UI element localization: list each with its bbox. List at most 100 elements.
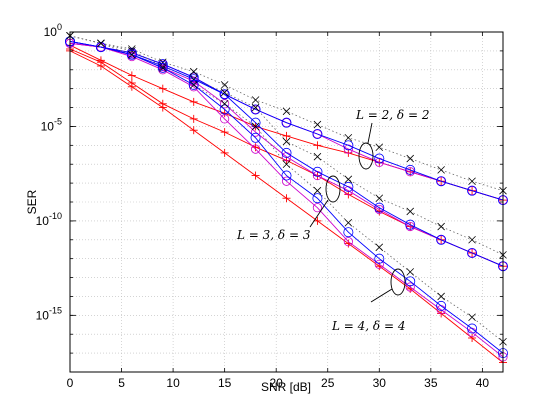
annotation-ellipse-1 <box>358 142 374 170</box>
black-x-marker <box>468 177 476 186</box>
y-tick-label: 10-10 <box>36 211 62 228</box>
black-x-b <box>375 194 384 203</box>
black-x-b <box>189 81 198 89</box>
black-x-marker <box>313 120 322 129</box>
black-x-marker <box>406 207 414 216</box>
black-x-b <box>189 75 198 84</box>
annotation-group-3: L = 4, δ = 4 <box>331 268 406 333</box>
black-x-b <box>220 88 229 97</box>
black-x-b <box>220 99 229 108</box>
black-x-b <box>251 96 260 104</box>
annotation-ellipse-2 <box>325 175 341 203</box>
magenta-circle-marker <box>220 114 230 124</box>
blue-circle-marker <box>188 74 199 85</box>
red-plus-marker <box>220 128 229 137</box>
red-plus-marker <box>313 216 322 225</box>
blue-circle-marker <box>343 181 354 192</box>
blue-circle-marker <box>250 132 261 143</box>
black-x-marker <box>220 99 229 108</box>
black-x-b <box>159 64 167 72</box>
annotation-label-3: L = 4, δ = 4 <box>331 319 405 333</box>
black-x-marker <box>251 122 260 131</box>
black-x-marker <box>375 243 384 252</box>
y-tick-label: 100 <box>44 22 62 39</box>
y-tick-base: 10 <box>36 214 50 228</box>
blue-circle-marker <box>281 117 292 128</box>
black-x-marker <box>189 75 198 84</box>
blue-circle-marker <box>436 176 447 187</box>
y-tick-base: 10 <box>36 308 50 322</box>
black-x-b <box>468 313 476 322</box>
blue-circle-marker <box>436 300 447 311</box>
blue-circle-marker <box>374 253 385 264</box>
black-x-b <box>313 186 322 195</box>
y-tick-label: 10-15 <box>36 305 62 322</box>
black-x-marker <box>220 88 229 97</box>
black-x-marker <box>282 160 291 169</box>
blue-circle-marker <box>374 153 385 164</box>
annotation-label-1: L = 2, δ = 2 <box>355 108 429 122</box>
black-x-b <box>406 207 414 216</box>
black-x-b <box>406 154 414 163</box>
blue-circle-marker <box>188 79 199 90</box>
blue-circle-marker <box>343 227 354 238</box>
x-tick-label: 10 <box>166 376 180 390</box>
magenta-circle-marker <box>405 282 415 292</box>
blue-series-line <box>69 40 504 201</box>
red-plus-marker <box>189 126 198 135</box>
blue-circle-marker <box>281 147 292 158</box>
x-tick-label: 5 <box>118 376 125 390</box>
blue-circle-marker <box>436 234 447 245</box>
blue-circle-marker <box>467 323 478 334</box>
black-x-b <box>437 166 445 174</box>
black-x-b <box>128 50 136 59</box>
blue-circle-marker <box>312 166 323 177</box>
red-plus-marker <box>189 97 198 106</box>
blue-circle-marker <box>312 128 323 139</box>
black-x-marker <box>313 186 322 195</box>
black-x-b <box>313 120 322 129</box>
black-x-marker <box>313 152 322 161</box>
magenta-circle-marker <box>312 203 323 213</box>
black-x-b <box>375 243 384 252</box>
y-tick-label: 10-5 <box>41 116 62 133</box>
x-tick-label: 35 <box>424 376 438 390</box>
annotation-ellipse-3 <box>390 268 406 296</box>
black-x-marker <box>468 313 476 322</box>
black-x-b <box>344 218 353 227</box>
blue-circle-marker <box>467 185 478 196</box>
curve-group-3 <box>65 31 508 367</box>
black-x-marker <box>437 292 445 301</box>
black-x-marker <box>344 133 353 142</box>
blue-circle-marker <box>250 104 261 115</box>
black-x-marker <box>189 67 198 76</box>
x-tick-label: 20 <box>270 376 284 390</box>
blue-circle-marker <box>95 42 106 53</box>
black-x-b <box>282 107 291 116</box>
x-tick-label: 25 <box>321 376 335 390</box>
annotation-group-2: L = 3, δ = 3 <box>236 175 341 242</box>
red-plus-marker <box>158 84 167 93</box>
black-x-b <box>344 133 353 142</box>
black-x-marker <box>406 154 414 163</box>
blue-circle-marker <box>219 104 230 115</box>
black-x-marker <box>375 143 384 152</box>
black-x-b <box>437 292 445 301</box>
magenta-series-line <box>69 42 504 358</box>
annotation-arrow-2 <box>309 199 329 228</box>
black-x-marker <box>251 96 260 104</box>
black-x-marker <box>159 64 167 72</box>
blue-circle-marker <box>312 193 323 204</box>
black-x-marker <box>97 39 105 48</box>
black-x-b <box>97 39 105 48</box>
black-x-marker <box>437 222 445 231</box>
x-tick-label: 0 <box>67 376 74 390</box>
black-x-b <box>282 160 291 169</box>
blue-series-line <box>69 40 504 354</box>
black-x-marker <box>282 137 291 146</box>
blue-circle-marker <box>126 49 137 60</box>
black-x-b <box>251 122 260 131</box>
black-x-marker <box>128 50 136 59</box>
black-x-marker <box>375 194 384 203</box>
